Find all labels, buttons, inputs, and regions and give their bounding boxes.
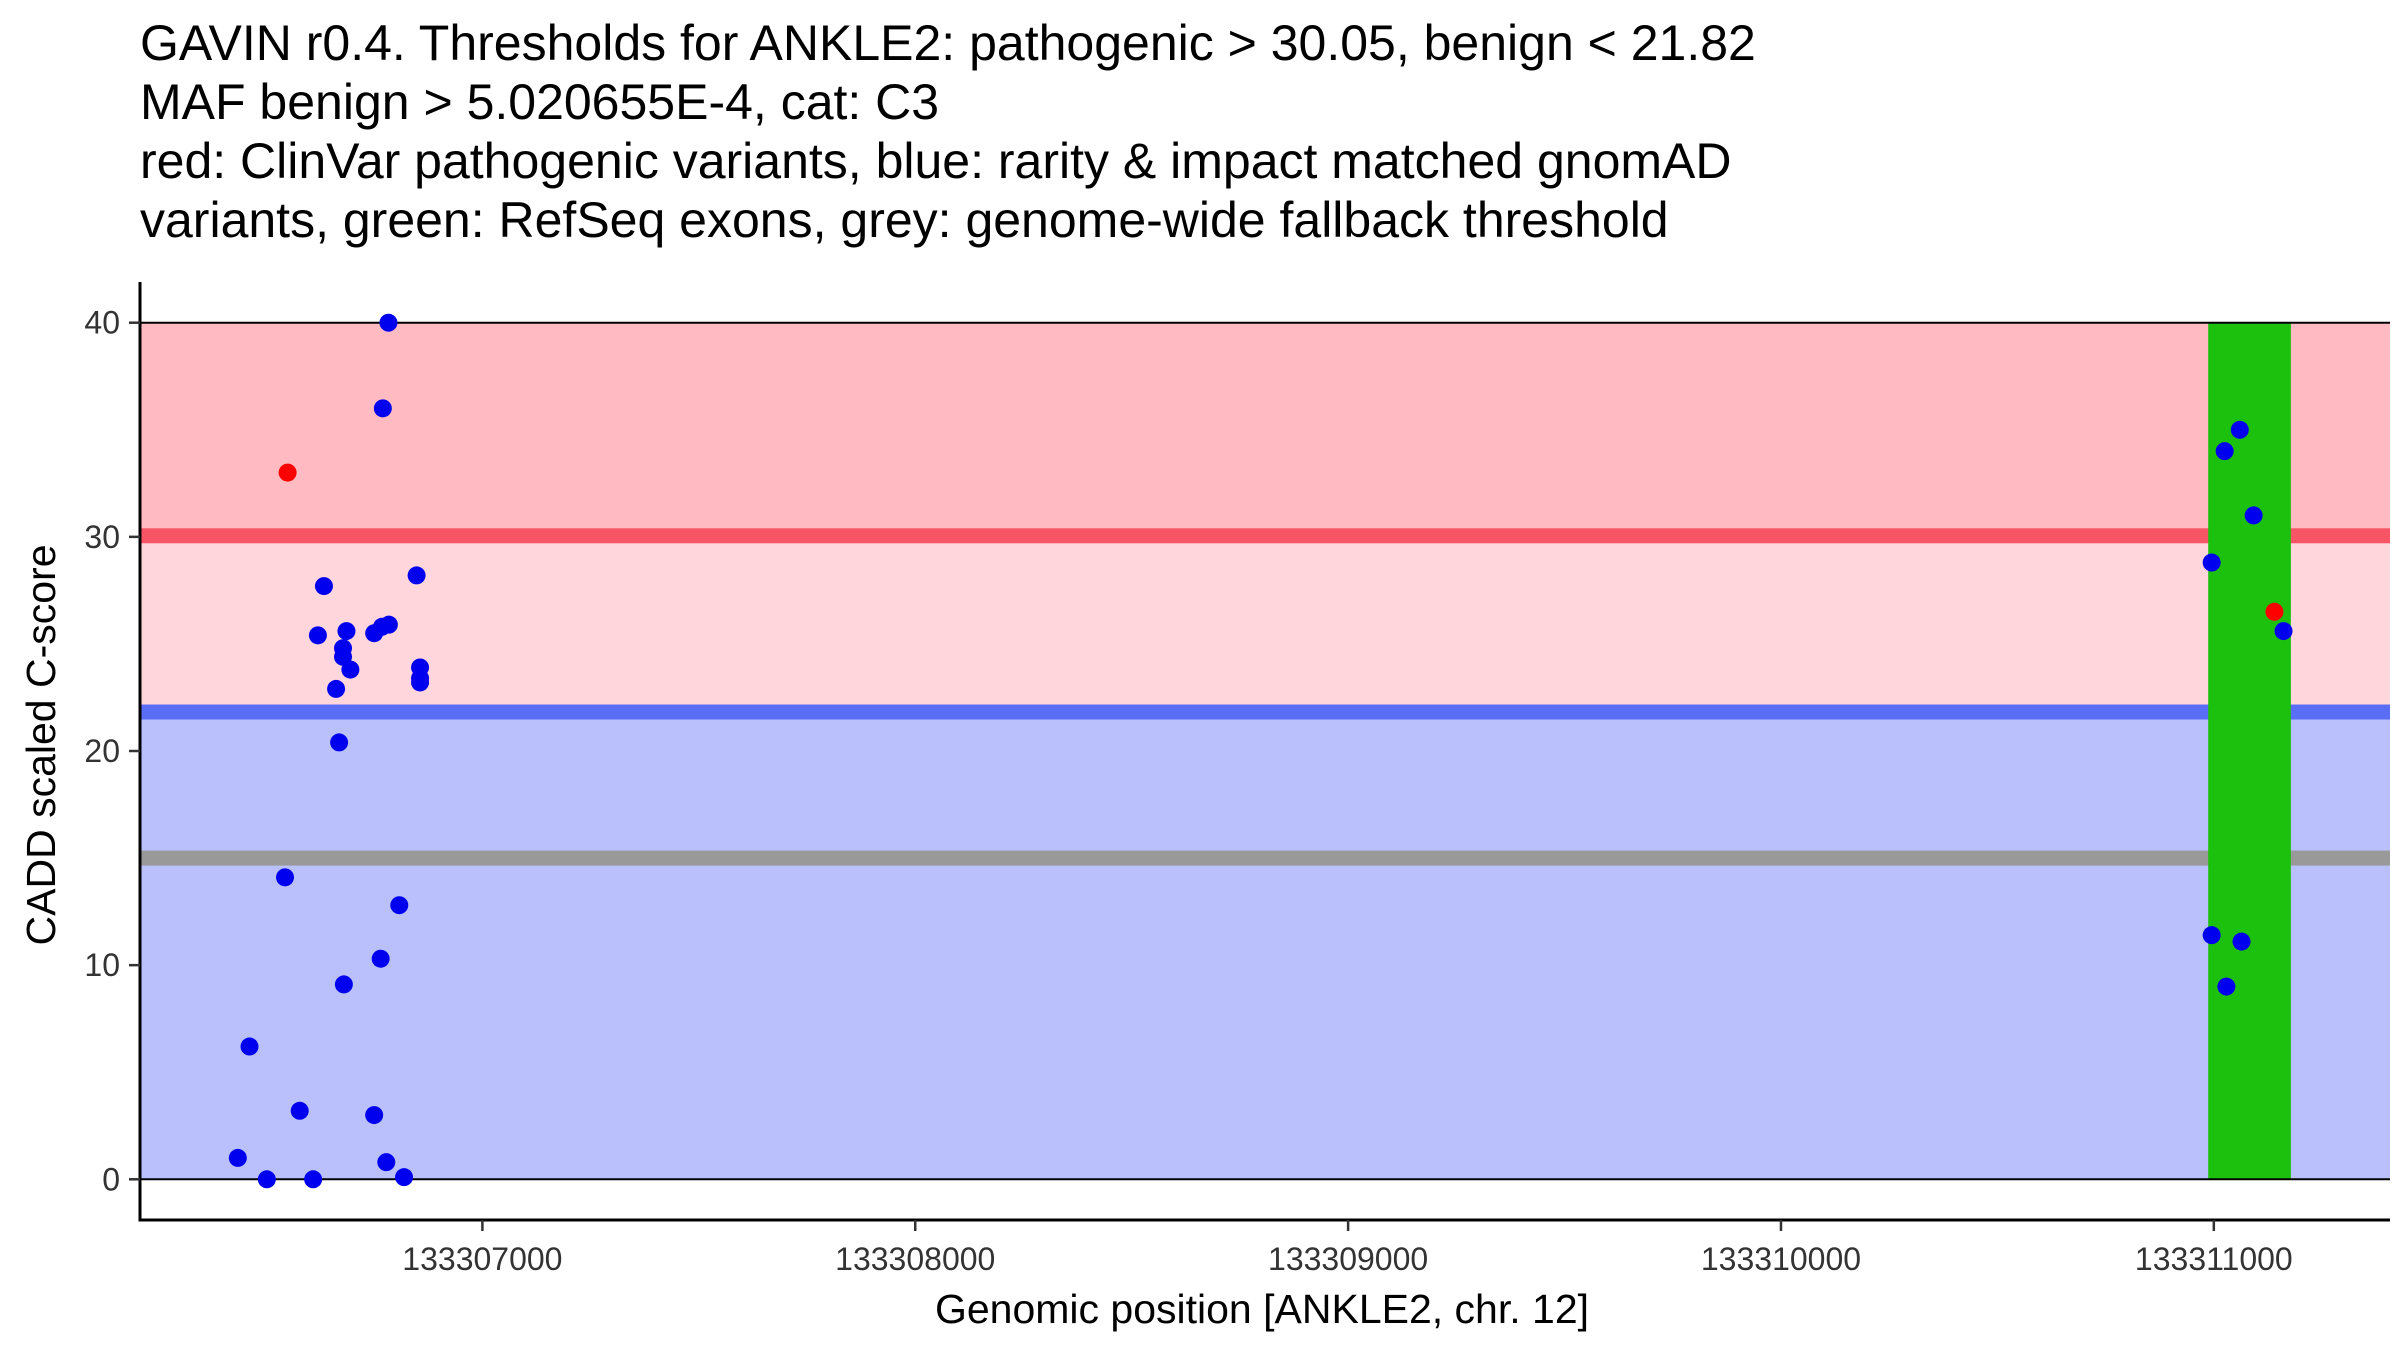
gnomad-point — [2274, 622, 2293, 641]
gnomad-point — [314, 577, 333, 596]
gnomad-point — [2217, 977, 2236, 996]
x-tick-label: 133309000 — [1268, 1241, 1428, 1277]
title-line-2: MAF benign > 5.020655E-4, cat: C3 — [140, 74, 940, 130]
y-axis-title: CADD scaled C-score — [18, 545, 64, 946]
benign-threshold-line — [140, 704, 2390, 720]
gnomad-point — [379, 313, 398, 332]
pathogenic-band — [140, 322, 2390, 536]
gnomad-point — [276, 868, 295, 887]
y-tick-label: 40 — [84, 305, 120, 341]
gnomad-point — [228, 1148, 247, 1167]
gnomad-point — [2232, 932, 2251, 951]
gnomad-point — [327, 679, 346, 698]
gnomad-point — [411, 673, 430, 692]
gnomad-point — [337, 622, 356, 641]
x-tick-label: 133308000 — [835, 1241, 995, 1277]
y-tick-label: 10 — [84, 947, 120, 983]
gnomad-point — [290, 1101, 309, 1120]
gnomad-point — [341, 660, 360, 679]
clinvar-point — [2265, 602, 2284, 621]
x-tick-label: 133310000 — [1701, 1241, 1861, 1277]
gnomad-point — [2215, 442, 2234, 461]
gnomad-point — [330, 733, 349, 752]
pathogenic-threshold-line — [140, 528, 2390, 544]
gnomad-point — [390, 896, 409, 915]
threshold-lines — [140, 528, 2390, 866]
gnomad-point — [308, 626, 327, 645]
gnomad-point — [2202, 926, 2221, 945]
y-tick-label: 20 — [84, 733, 120, 769]
gnomad-point — [395, 1168, 414, 1187]
clinvar-point — [278, 463, 297, 482]
data-points — [228, 313, 2293, 1189]
title-line-1: GAVIN r0.4. Thresholds for ANKLE2: patho… — [140, 15, 1756, 71]
chart-title: GAVIN r0.4. Thresholds for ANKLE2: patho… — [140, 14, 2340, 250]
x-axis-title: Genomic position [ANKLE2, chr. 12] — [935, 1286, 1589, 1332]
benign-band — [140, 712, 2390, 1180]
x-tick-label: 133311000 — [2135, 1241, 2293, 1277]
gnomad-point — [377, 1153, 396, 1172]
threshold-bands — [140, 322, 2390, 1180]
gnomad-point — [365, 1106, 384, 1125]
gnomad-point — [2244, 506, 2263, 525]
x-tick-label: 133307000 — [402, 1241, 562, 1277]
plot-frame — [140, 321, 2390, 1181]
gnomad-point — [407, 566, 426, 585]
gnomad-point — [304, 1170, 323, 1189]
gnomad-point — [334, 975, 353, 994]
title-line-3: red: ClinVar pathogenic variants, blue: … — [140, 133, 1732, 189]
gnomad-point — [257, 1170, 276, 1189]
y-tick-label: 30 — [84, 519, 120, 555]
exon-region — [2208, 322, 2291, 1180]
title-line-4: variants, green: RefSeq exons, grey: gen… — [140, 192, 1669, 248]
gnomad-point — [2202, 553, 2221, 572]
gnomad-point — [373, 399, 392, 418]
gnomad-point — [2230, 420, 2249, 439]
y-tick-label: 0 — [102, 1161, 120, 1197]
fallback-threshold-line — [140, 850, 2390, 866]
axes: 0 10 20 30 40 133307000 133308000 133309000 1333… — [84, 282, 2390, 1277]
gnomad-point — [371, 949, 390, 968]
exon-regions — [2208, 322, 2291, 1180]
gnomad-point — [240, 1037, 259, 1056]
intermediate-band — [140, 535, 2390, 713]
gnomad-point — [379, 615, 398, 634]
